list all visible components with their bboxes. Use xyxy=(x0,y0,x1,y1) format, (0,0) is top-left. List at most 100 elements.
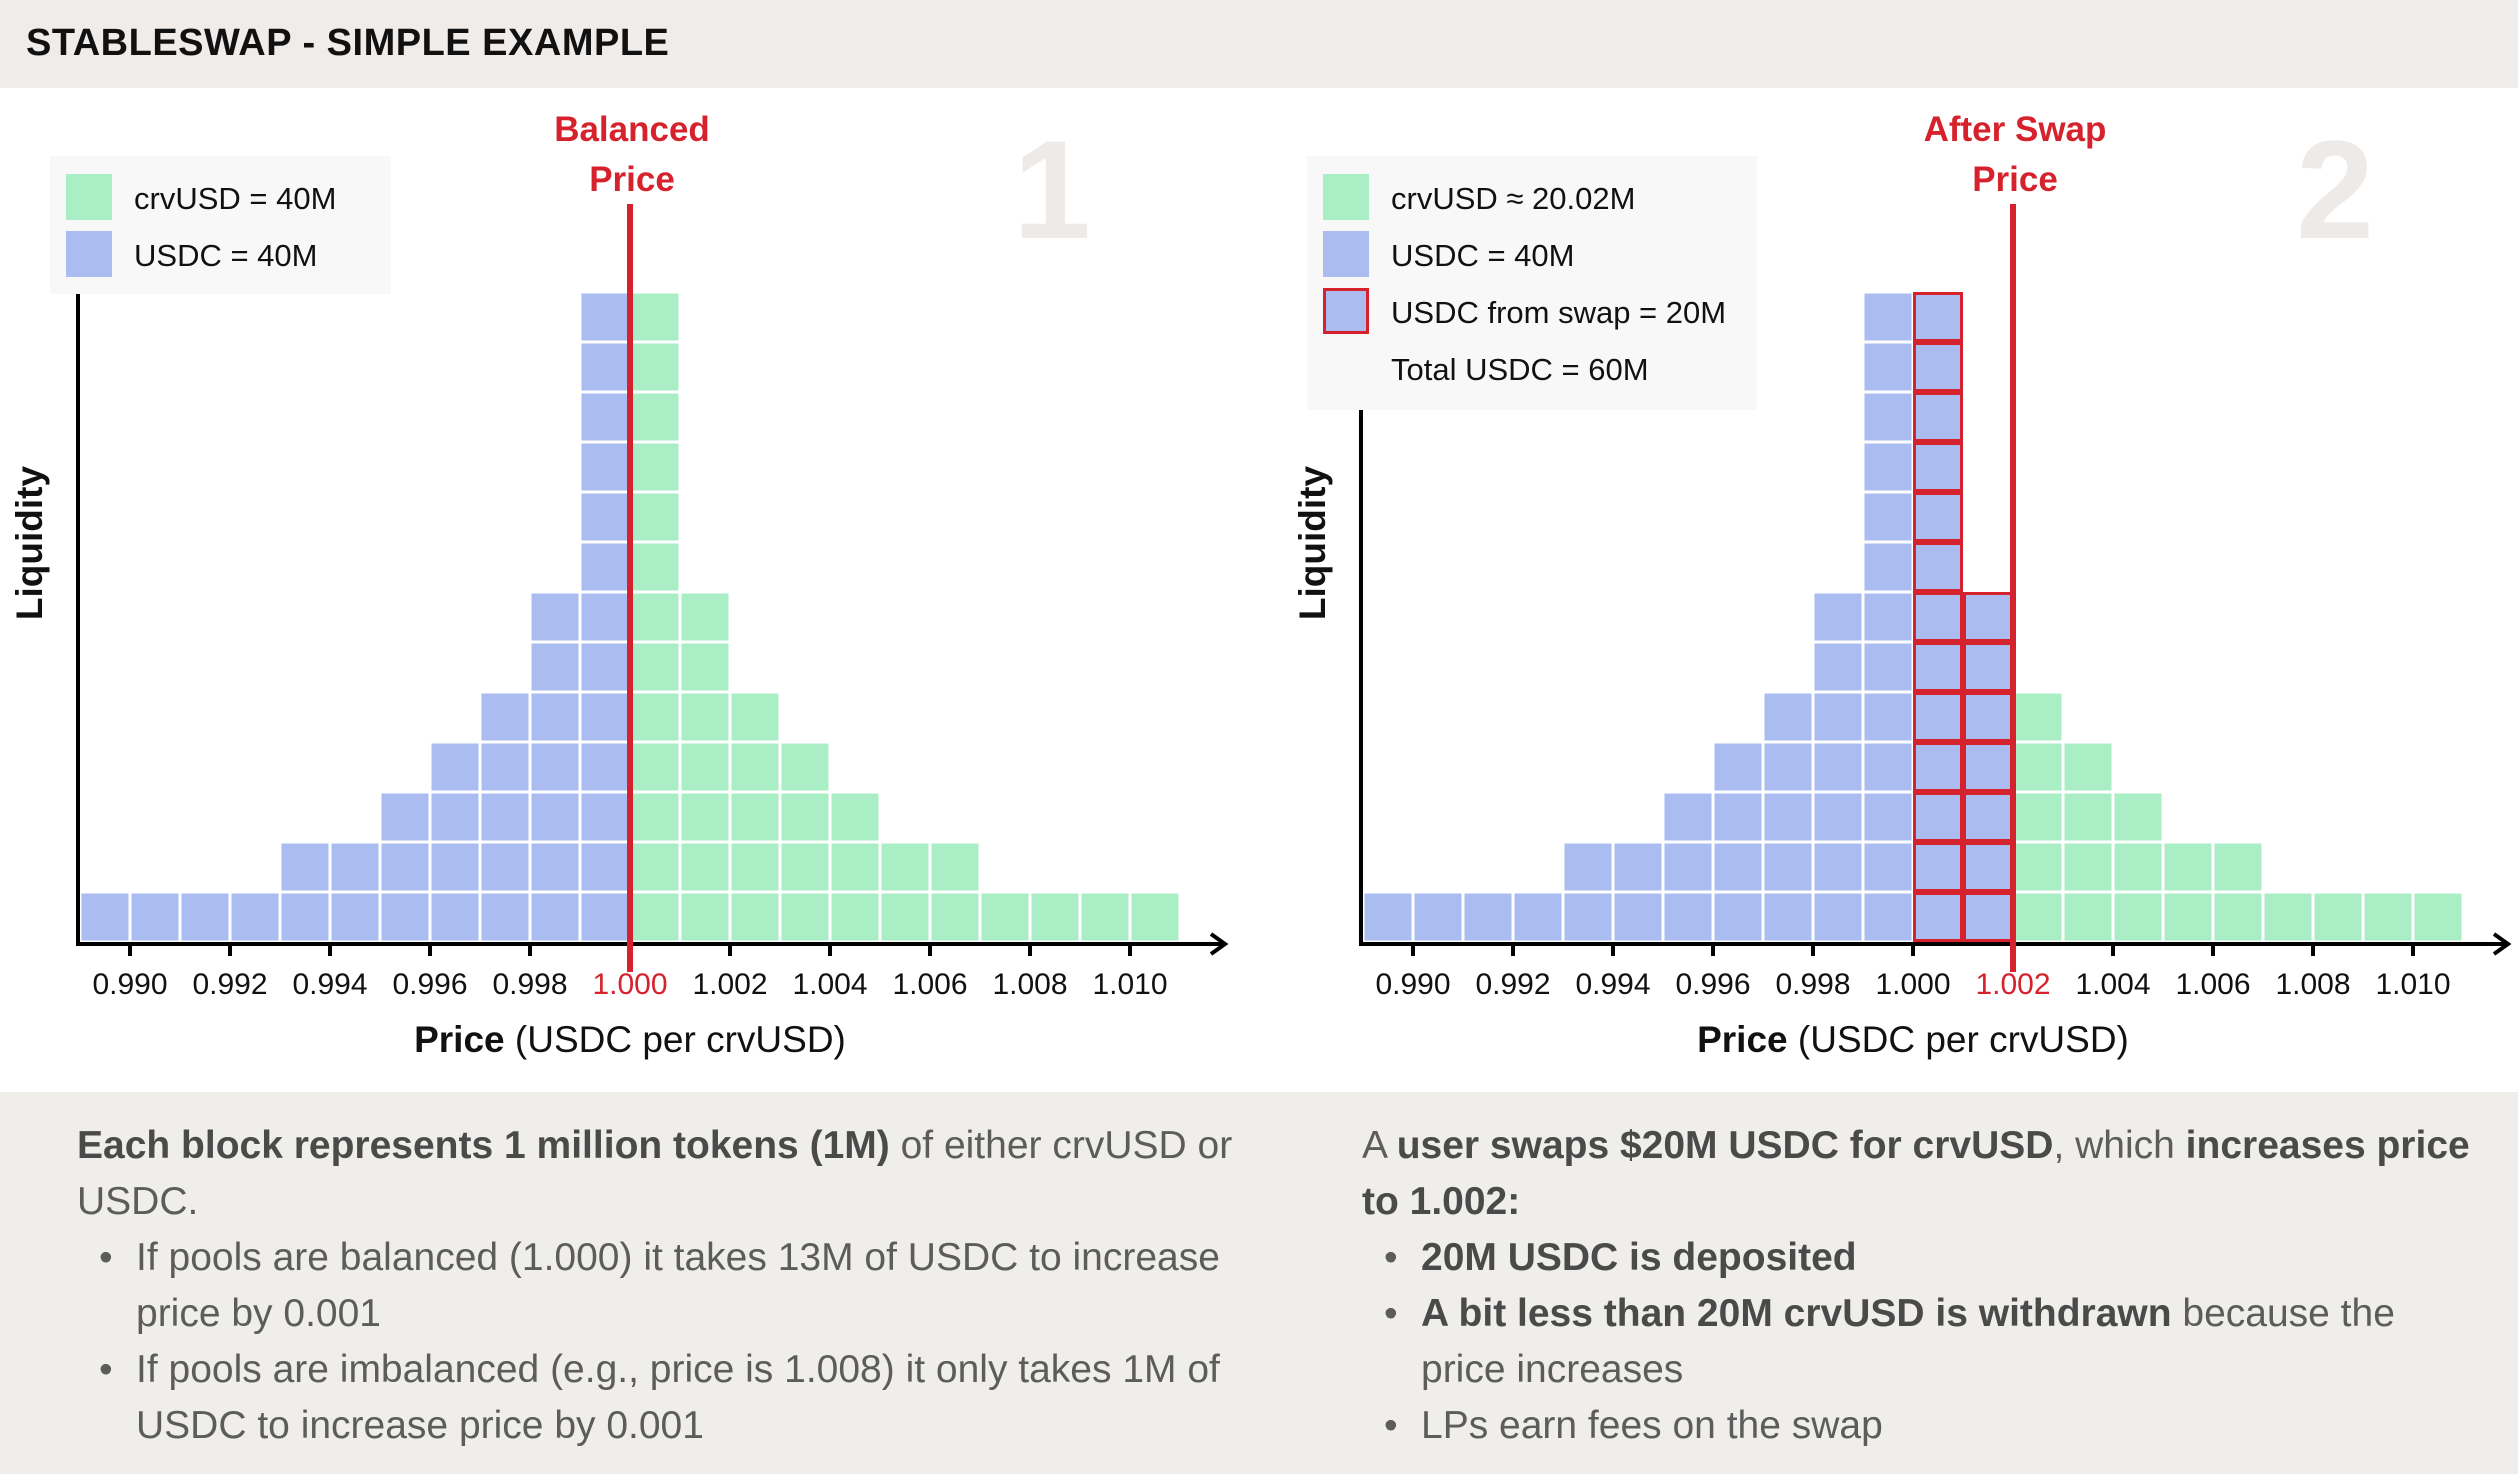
legend-label: USDC from swap = 20M xyxy=(1391,295,1726,330)
crvusd-block xyxy=(631,343,679,391)
crvusd-block xyxy=(731,743,779,791)
note-right: A user swaps $20M USDC for crvUSD, which… xyxy=(1362,1118,2482,1454)
usdc-swap-block xyxy=(1963,742,2013,792)
crvusd-block xyxy=(2314,893,2362,941)
note-bullets: If pools are balanced (1.000) it takes 1… xyxy=(77,1230,1297,1454)
usdc-block xyxy=(131,893,179,941)
usdc-block xyxy=(431,843,479,891)
list-item: A bit less than 20M crvUSD is withdrawn … xyxy=(1362,1286,2482,1398)
crvusd-block xyxy=(631,543,679,591)
usdc-swap-block xyxy=(1913,392,1963,442)
usdc-block xyxy=(1864,893,1912,941)
x-tick-label: 1.008 xyxy=(992,968,1067,1001)
usdc-block xyxy=(231,893,279,941)
usdc-block xyxy=(431,793,479,841)
usdc-swap-block xyxy=(1913,542,1963,592)
x-axis-label-units: (USDC per crvUSD) xyxy=(505,1019,846,1060)
text: A xyxy=(1362,1124,1397,1167)
crvusd-block xyxy=(2064,793,2112,841)
crvusd-block xyxy=(1031,893,1079,941)
usdc-block xyxy=(1714,743,1762,791)
crvusd-block xyxy=(681,693,729,741)
usdc-block xyxy=(1814,693,1862,741)
usdc-swap-block xyxy=(1913,342,1963,392)
bold-text: A bit less than 20M crvUSD is withdrawn xyxy=(1421,1292,2172,1335)
legend-label: Total USDC = 60M xyxy=(1391,352,1649,387)
usdc-block xyxy=(381,843,429,891)
x-tick-label: 0.994 xyxy=(292,968,367,1001)
crvusd-block xyxy=(731,893,779,941)
usdc-block xyxy=(531,643,579,691)
usdc-block xyxy=(1714,793,1762,841)
x-axis-label-bold: Price xyxy=(414,1019,505,1060)
usdc-block xyxy=(1764,893,1812,941)
crvusd-block xyxy=(681,643,729,691)
price-marker-label: Price xyxy=(589,160,675,199)
legend-label: crvUSD ≈ 20.02M xyxy=(1391,181,1635,216)
note-left: Each block represents 1 million tokens (… xyxy=(77,1118,1297,1454)
crvusd-block xyxy=(631,843,679,891)
usdc-block xyxy=(1814,593,1862,641)
crvusd-block xyxy=(931,893,979,941)
x-tick-label: 0.992 xyxy=(1475,968,1550,1001)
x-tick-label: 1.010 xyxy=(1092,968,1167,1001)
usdc-block xyxy=(531,893,579,941)
x-tick-label: 1.002 xyxy=(1975,968,2050,1001)
crvusd-block xyxy=(631,793,679,841)
usdc-block xyxy=(581,593,629,641)
usdc-block xyxy=(381,793,429,841)
usdc-block xyxy=(581,543,629,591)
usdc-swap-block xyxy=(1963,792,2013,842)
note-bullets: 20M USDC is deposited A bit less than 20M… xyxy=(1362,1230,2482,1454)
crvusd-block xyxy=(881,893,929,941)
usdc-block xyxy=(1864,393,1912,441)
crvusd-block xyxy=(2014,793,2062,841)
crvusd-block xyxy=(731,843,779,891)
header-bar: STABLESWAP - SIMPLE EXAMPLE xyxy=(0,0,2518,88)
x-tick-label: 1.000 xyxy=(592,968,667,1001)
crvusd-block xyxy=(1081,893,1129,941)
crvusd-block xyxy=(631,293,679,341)
x-axis-arrow-icon xyxy=(2492,932,2512,956)
usdc-block xyxy=(481,693,529,741)
bold-text: 20M USDC is deposited xyxy=(1421,1236,1857,1279)
usdc-swap-block xyxy=(1963,892,2013,942)
crvusd-block xyxy=(631,743,679,791)
usdc-swap-block xyxy=(1913,442,1963,492)
bold-text: increases price to 1.002: xyxy=(1362,1124,2470,1223)
legend-swatch-usdc xyxy=(66,231,112,277)
x-tick-label: 1.004 xyxy=(792,968,867,1001)
usdc-block xyxy=(1864,343,1912,391)
usdc-block xyxy=(531,843,579,891)
usdc-block xyxy=(1664,793,1712,841)
legend-label: crvUSD = 40M xyxy=(134,181,336,216)
usdc-swap-block xyxy=(1913,892,1963,942)
crvusd-block xyxy=(681,743,729,791)
crvusd-block xyxy=(981,893,1029,941)
usdc-block xyxy=(1864,743,1912,791)
usdc-block xyxy=(581,793,629,841)
charts-area: 1 0.990 0.992 0.994 0.996 0.998 1.000 1.002 1.00… xyxy=(9,110,2512,1060)
usdc-block xyxy=(1714,893,1762,941)
price-marker-label: Price xyxy=(1972,160,2058,199)
chart-2: 2 0.990 0.992 0.994 0.996 0.998 1.000 1.002 1.00… xyxy=(1292,110,2512,1060)
crvusd-block xyxy=(2214,893,2262,941)
text: If pools are imbalanced (e.g., price is … xyxy=(136,1348,1220,1447)
usdc-block xyxy=(1764,743,1812,791)
usdc-block xyxy=(481,743,529,791)
legend-swatch-crvusd xyxy=(1323,174,1369,220)
usdc-block xyxy=(581,743,629,791)
usdc-block xyxy=(381,893,429,941)
y-axis-label: Liquidity xyxy=(9,466,50,621)
crvusd-block xyxy=(2014,893,2062,941)
x-axis-label: Price (USDC per crvUSD) xyxy=(1697,1019,2129,1060)
crvusd-block xyxy=(731,793,779,841)
usdc-block xyxy=(1664,843,1712,891)
crvusd-block xyxy=(831,793,879,841)
crvusd-block xyxy=(631,393,679,441)
usdc-block xyxy=(481,893,529,941)
usdc-block xyxy=(181,893,229,941)
crvusd-block xyxy=(2114,843,2162,891)
crvusd-block xyxy=(681,843,729,891)
usdc-block xyxy=(581,693,629,741)
